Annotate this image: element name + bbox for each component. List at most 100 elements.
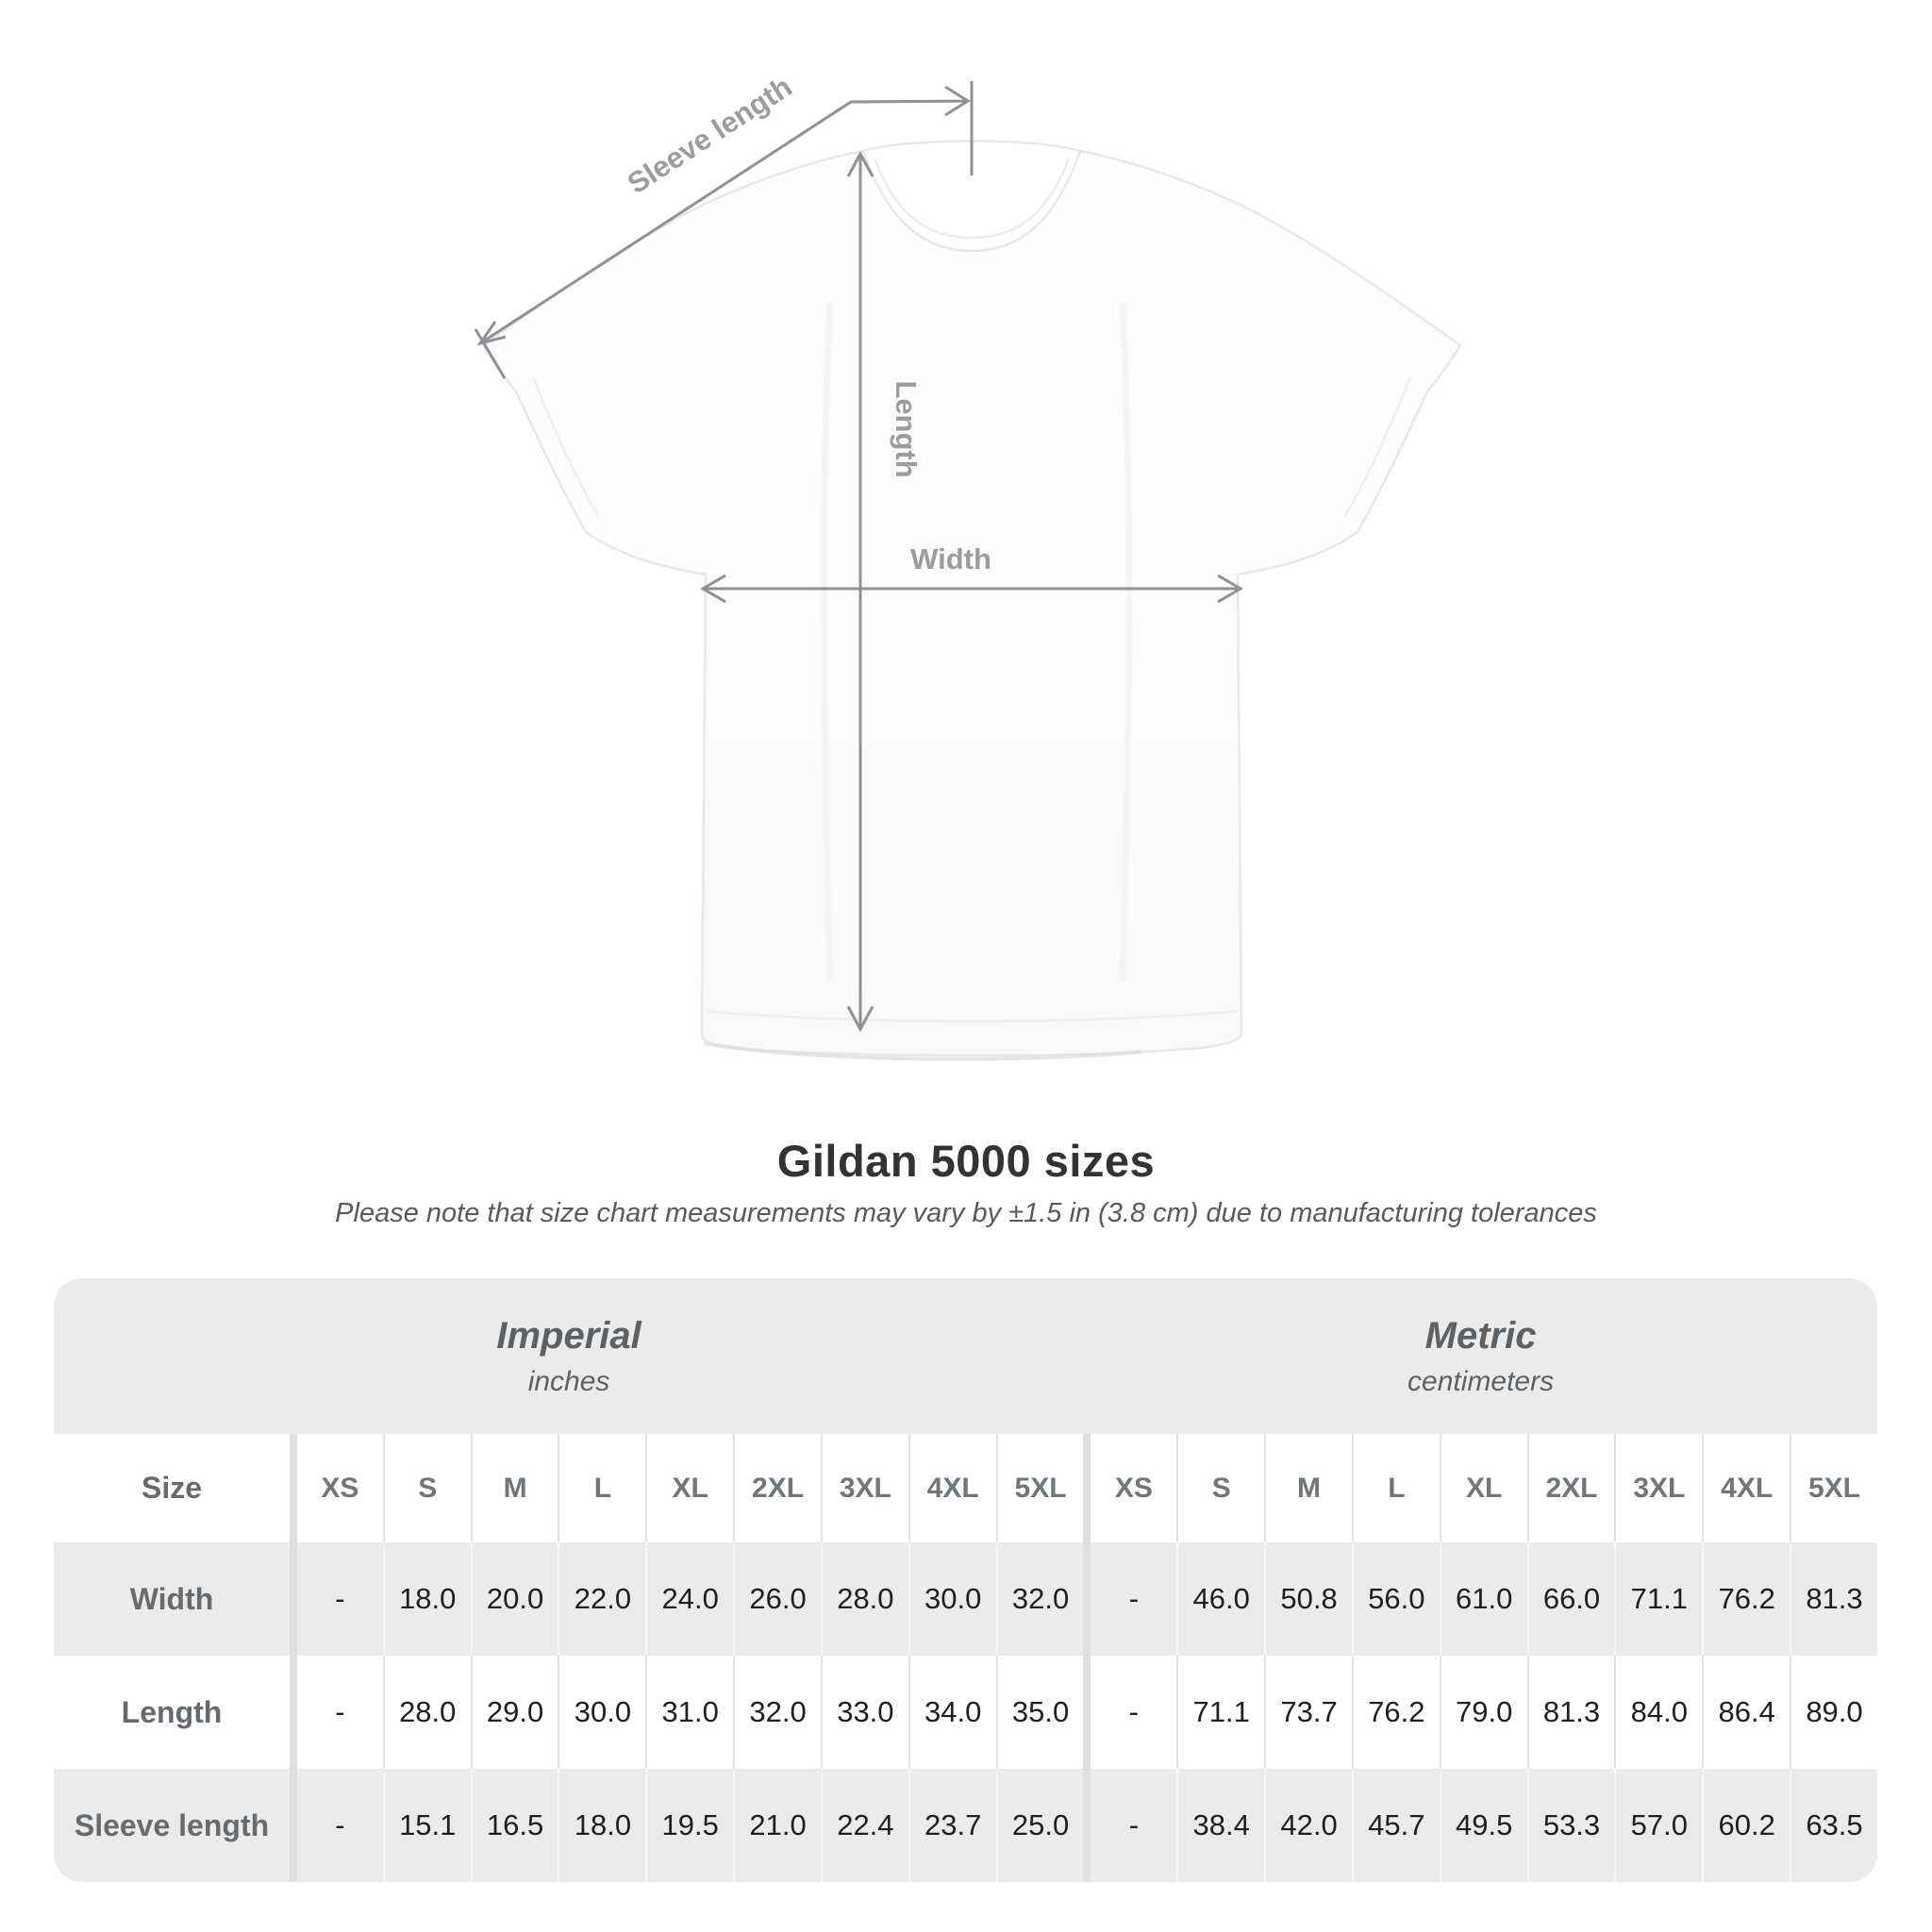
metric-group-name: Metric xyxy=(1424,1314,1537,1357)
table-cell: 81.3 xyxy=(1790,1542,1877,1656)
table-cell: 22.0 xyxy=(558,1542,645,1656)
unit-separator xyxy=(1083,1542,1091,1656)
table-cell: 86.4 xyxy=(1702,1656,1790,1769)
table-cell: 46.0 xyxy=(1176,1542,1264,1656)
table-cell: 31.0 xyxy=(645,1656,733,1769)
table-cell: 66.0 xyxy=(1526,1542,1615,1656)
arrowhead-sleeve-icon xyxy=(476,321,507,346)
bottom-hem-stitch xyxy=(705,1009,1239,1023)
size-col-header: L xyxy=(558,1434,645,1542)
size-col-header: 5XL xyxy=(1790,1434,1877,1542)
table-cell: - xyxy=(1128,1582,1140,1615)
left-sleeve-stitch xyxy=(531,376,600,517)
table-cell: 28.0 xyxy=(820,1542,908,1656)
table-cell: 81.3 xyxy=(1526,1656,1615,1769)
table-cell: 76.2 xyxy=(1702,1542,1790,1656)
table-cell: 22.4 xyxy=(820,1769,908,1882)
table-cell: 24.0 xyxy=(645,1542,733,1656)
arrowhead-left-icon xyxy=(700,574,726,604)
table-cell: 15.1 xyxy=(382,1769,471,1882)
size-col-header: 2XL xyxy=(733,1434,821,1542)
arrowhead-down-icon xyxy=(846,1006,874,1033)
size-col-header: XS xyxy=(321,1472,359,1504)
table-cell: 23.7 xyxy=(908,1769,996,1882)
column-separator xyxy=(290,1542,297,1656)
column-separator xyxy=(290,1656,297,1769)
table-cell: 56.0 xyxy=(1351,1542,1440,1656)
table-cell: 32.0 xyxy=(733,1656,821,1769)
table-row-length: Length - 28.0 29.0 30.0 31.0 32.0 33.0 3… xyxy=(54,1656,1877,1769)
table-cell: 42.0 xyxy=(1264,1769,1352,1882)
metric-group-unit: centimeters xyxy=(1407,1365,1555,1397)
size-col-header: 3XL xyxy=(1614,1434,1702,1542)
table-cell: 89.0 xyxy=(1790,1656,1877,1769)
imperial-group-name: Imperial xyxy=(496,1314,641,1357)
table-cell: - xyxy=(335,1808,345,1841)
table-cell: 33.0 xyxy=(820,1656,908,1769)
size-col-header: XL xyxy=(645,1434,733,1542)
size-column-label: Size xyxy=(141,1471,203,1505)
table-cell: 21.0 xyxy=(733,1769,821,1882)
column-separator xyxy=(290,1434,297,1542)
table-cell: 63.5 xyxy=(1790,1769,1877,1882)
length-label: Length xyxy=(890,380,923,477)
table-cell: 28.0 xyxy=(382,1656,471,1769)
length-dimension xyxy=(846,150,874,1033)
table-cell: 38.4 xyxy=(1176,1769,1264,1882)
fabric-crease xyxy=(820,301,834,982)
table-cell: - xyxy=(335,1582,345,1615)
table-cell: 79.0 xyxy=(1439,1656,1527,1769)
size-col-header: M xyxy=(470,1434,558,1542)
imperial-group-header: Imperial inches xyxy=(54,1278,1084,1434)
size-col-header: 3XL xyxy=(820,1434,908,1542)
sleeve-extension-tick xyxy=(474,328,507,379)
table-cell: 57.0 xyxy=(1614,1769,1702,1882)
row-label: Sleeve length xyxy=(74,1807,270,1842)
arrowhead-right-icon xyxy=(1217,574,1243,604)
size-col-header: S xyxy=(382,1434,471,1542)
table-cell: 30.0 xyxy=(558,1656,645,1769)
page-subtitle: Please note that size chart measurements… xyxy=(335,1198,1597,1228)
dimension-lines xyxy=(474,81,1243,1033)
size-col-header: 4XL xyxy=(908,1434,996,1542)
table-cell: 73.7 xyxy=(1264,1656,1352,1769)
table-cell: 53.3 xyxy=(1526,1769,1615,1882)
size-col-header: 4XL xyxy=(1702,1434,1790,1542)
table-cell: 29.0 xyxy=(470,1656,558,1769)
table-cell: 34.0 xyxy=(908,1656,996,1769)
collar-seam-line xyxy=(873,158,1071,240)
column-separator xyxy=(290,1769,297,1882)
table-cell: 71.1 xyxy=(1176,1656,1264,1769)
table-cell: 16.5 xyxy=(470,1769,558,1882)
table-cell: 30.0 xyxy=(908,1542,996,1656)
table-cell: 18.0 xyxy=(558,1769,645,1882)
size-col-header: 5XL xyxy=(995,1434,1084,1542)
table-cell: 35.0 xyxy=(995,1656,1084,1769)
width-label: Width xyxy=(910,542,991,575)
imperial-group-unit: inches xyxy=(527,1365,610,1397)
table-cell: 60.2 xyxy=(1702,1769,1790,1882)
row-label: Length xyxy=(121,1694,223,1729)
size-col-header: XS xyxy=(1114,1472,1153,1504)
unit-separator xyxy=(1083,1769,1091,1882)
sleeve-length-dimension xyxy=(474,81,974,379)
arrowhead-right-icon xyxy=(944,85,971,117)
table-cell: 32.0 xyxy=(995,1542,1084,1656)
table-row-sleeve-length: Sleeve length - 15.1 16.5 18.0 19.5 21.0… xyxy=(54,1769,1877,1882)
table-cell: - xyxy=(1128,1695,1140,1728)
page-title: Gildan 5000 sizes xyxy=(776,1136,1156,1186)
unit-group-row: Imperial inches Metric centimeters xyxy=(54,1278,1877,1434)
fabric-crease xyxy=(1119,301,1133,982)
size-col-header: XL xyxy=(1439,1434,1527,1542)
size-col-header: S xyxy=(1176,1434,1264,1542)
table-cell: 20.0 xyxy=(470,1542,558,1656)
table-cell: 19.5 xyxy=(645,1769,733,1882)
table-cell: - xyxy=(335,1695,345,1728)
table-cell: 50.8 xyxy=(1264,1542,1352,1656)
right-sleeve-stitch xyxy=(1343,376,1412,517)
table-cell: 26.0 xyxy=(733,1542,821,1656)
unit-separator xyxy=(1083,1656,1091,1769)
table-cell: 49.5 xyxy=(1439,1769,1527,1882)
size-col-header: L xyxy=(1351,1434,1440,1542)
